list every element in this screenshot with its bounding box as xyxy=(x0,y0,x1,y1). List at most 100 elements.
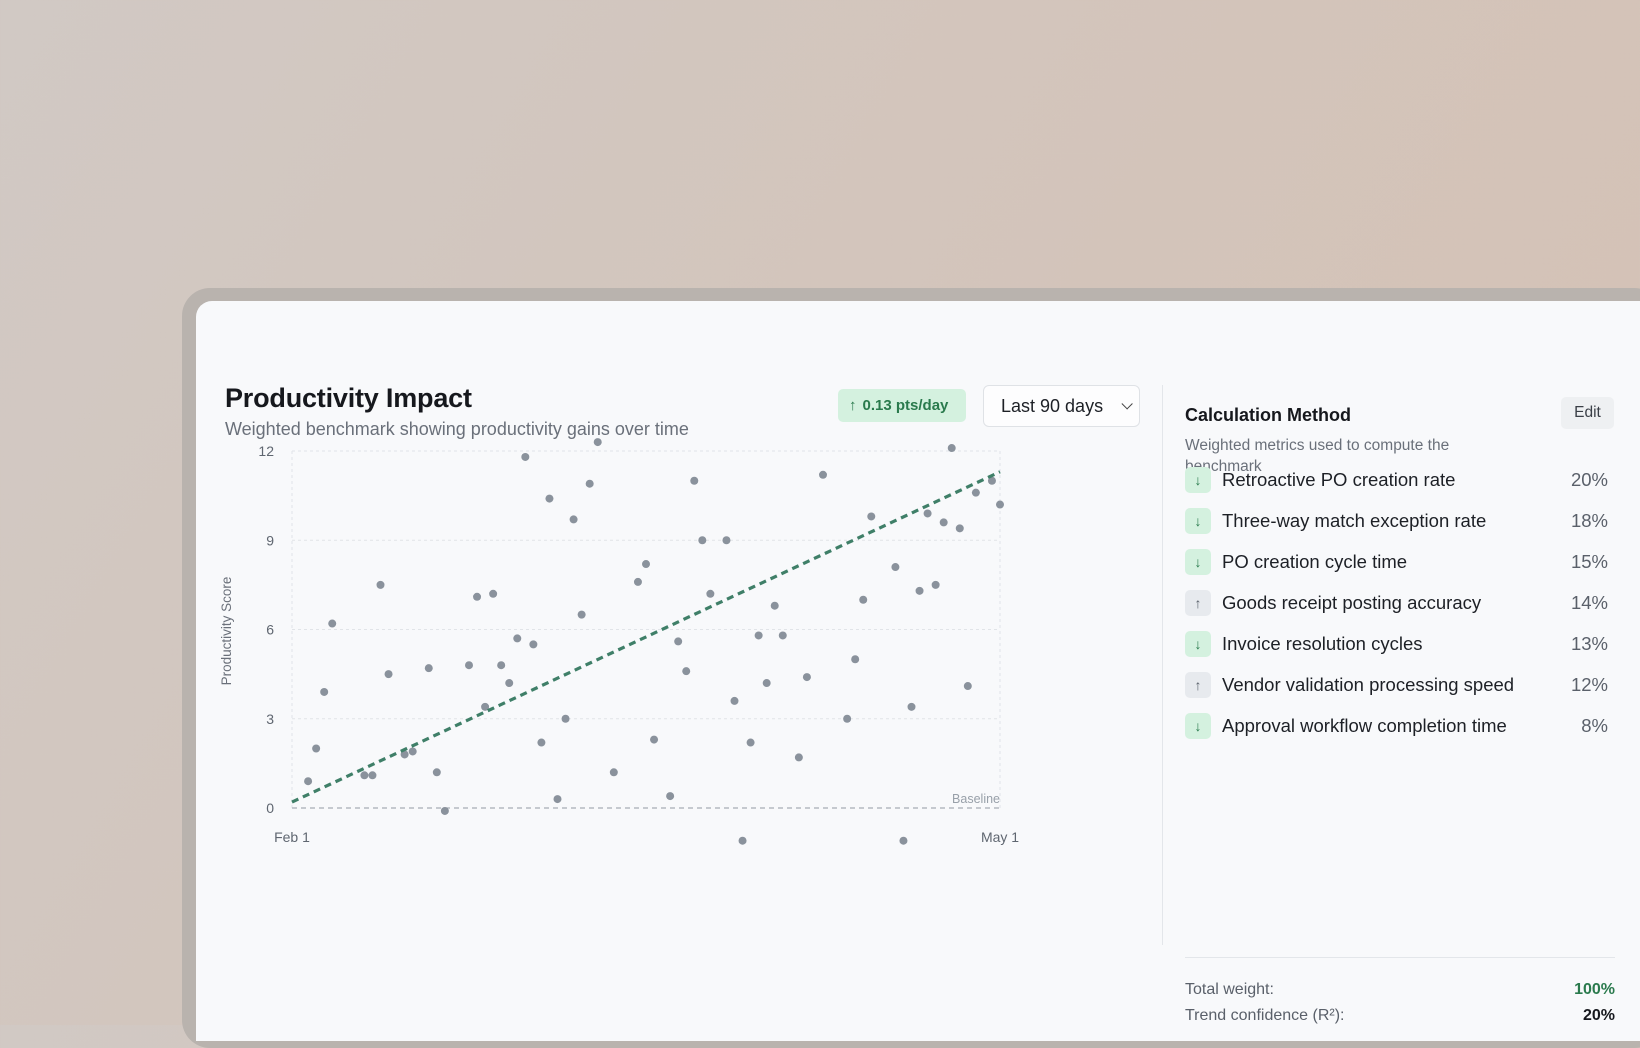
data-point xyxy=(706,589,715,598)
data-point xyxy=(304,777,313,786)
data-point xyxy=(859,595,868,604)
data-point xyxy=(545,494,554,503)
metric-row: ↑ Goods receipt posting accuracy 14% xyxy=(1185,589,1608,617)
x-tick-label: Feb 1 xyxy=(274,829,310,845)
y-tick-label: 9 xyxy=(266,532,274,548)
data-point xyxy=(320,687,329,696)
baseline-label: Baseline xyxy=(952,792,1000,806)
data-point xyxy=(819,470,827,479)
metric-weight: 15% xyxy=(1570,551,1608,572)
metric-weight: 18% xyxy=(1570,510,1608,531)
data-point xyxy=(497,661,506,670)
page-subtitle: Weighted benchmark showing productivity … xyxy=(225,419,689,439)
data-point xyxy=(577,610,586,619)
productivity-card: Productivity Impact Weighted benchmark s… xyxy=(196,301,1640,1041)
data-point xyxy=(553,795,562,804)
data-point xyxy=(650,735,659,744)
edit-button[interactable]: Edit xyxy=(1561,397,1614,429)
data-point xyxy=(698,536,707,545)
x-tick-label: May 1 xyxy=(981,829,1019,845)
data-point xyxy=(569,515,578,524)
panel-divider xyxy=(1162,385,1163,945)
total-weight-row: Total weight: 100% xyxy=(1185,981,1615,999)
y-tick-label: 0 xyxy=(266,800,274,816)
data-point xyxy=(891,563,900,572)
data-point xyxy=(481,702,490,711)
data-point xyxy=(971,488,980,497)
metric-label: Vendor validation processing speed xyxy=(1222,674,1515,695)
y-tick-label: 12 xyxy=(258,443,274,459)
chart-trendline xyxy=(291,470,1001,804)
data-point xyxy=(585,479,594,488)
y-axis: 0 3 6 9 12 xyxy=(258,443,274,816)
metric-label: Retroactive PO creation rate xyxy=(1222,469,1456,490)
data-point xyxy=(963,682,972,691)
data-point xyxy=(432,768,441,777)
data-point xyxy=(762,679,771,688)
data-point xyxy=(666,792,675,801)
footer-divider xyxy=(1185,957,1615,958)
data-point xyxy=(843,714,852,723)
date-range-select[interactable]: Last 90 days xyxy=(983,385,1140,427)
metric-row: ↓ Retroactive PO creation rate 20% xyxy=(1185,466,1608,494)
trend-confidence-label: Trend confidence (R²): xyxy=(1185,1007,1345,1024)
data-point xyxy=(851,655,860,664)
data-point xyxy=(521,452,530,461)
data-point xyxy=(376,580,385,589)
metric-weight: 12% xyxy=(1570,674,1608,695)
metric-row: ↓ Three-way match exception rate 18% xyxy=(1185,507,1608,535)
arrow-up-icon: ↑ xyxy=(1185,672,1211,698)
arrow-up-icon: ↑ xyxy=(849,397,857,414)
trend-confidence-value: 20% xyxy=(1582,1007,1615,1024)
total-weight-label: Total weight: xyxy=(1185,981,1274,998)
data-point xyxy=(328,619,337,628)
data-point xyxy=(899,836,908,845)
data-point xyxy=(915,586,924,595)
arrow-down-icon: ↓ xyxy=(1185,713,1211,739)
data-point xyxy=(408,747,417,756)
data-point xyxy=(923,509,932,518)
metric-row: ↑ Vendor validation processing speed 12% xyxy=(1185,671,1608,699)
arrow-up-icon: ↑ xyxy=(1185,590,1211,616)
y-tick-label: 3 xyxy=(266,711,274,727)
arrow-down-icon: ↓ xyxy=(1185,631,1211,657)
y-tick-label: 6 xyxy=(266,622,274,638)
data-point xyxy=(987,476,996,485)
data-point xyxy=(955,524,964,533)
data-point xyxy=(609,768,618,777)
metric-row: ↓ PO creation cycle time 15% xyxy=(1185,548,1608,576)
data-point xyxy=(867,512,876,521)
trend-badge-label: 0.13 pts/day xyxy=(862,397,949,414)
metric-row: ↓ Approval workflow completion time 8% xyxy=(1185,712,1608,740)
data-point xyxy=(489,589,498,598)
data-point xyxy=(368,771,377,780)
metric-label: Approval workflow completion time xyxy=(1222,715,1507,736)
data-point xyxy=(794,753,803,762)
metric-weight: 20% xyxy=(1570,469,1608,490)
data-point xyxy=(674,637,683,646)
arrow-down-icon: ↓ xyxy=(1185,467,1211,493)
data-point xyxy=(682,667,691,676)
data-point xyxy=(465,661,473,670)
data-point xyxy=(778,631,787,640)
trend-confidence-row: Trend confidence (R²): 20% xyxy=(1185,1007,1615,1025)
data-point xyxy=(770,601,779,610)
data-point xyxy=(384,670,393,679)
data-point xyxy=(730,696,739,705)
data-point xyxy=(312,744,321,753)
x-axis: Feb 1 May 1 xyxy=(274,829,1019,845)
data-point xyxy=(473,592,482,601)
data-point xyxy=(633,577,642,586)
data-point xyxy=(996,500,1004,509)
panel-title: Calculation Method xyxy=(1185,405,1351,425)
data-point xyxy=(537,738,546,747)
data-point xyxy=(931,580,940,589)
y-axis-label: Productivity Score xyxy=(219,577,234,686)
data-point xyxy=(513,634,522,643)
data-point xyxy=(738,836,747,845)
data-point xyxy=(907,702,916,711)
page-title: Productivity Impact xyxy=(225,383,472,413)
chart-grid xyxy=(291,450,1001,809)
trend-badge: ↑ 0.13 pts/day xyxy=(838,389,966,422)
metric-row: ↓ Invoice resolution cycles 13% xyxy=(1185,630,1608,658)
